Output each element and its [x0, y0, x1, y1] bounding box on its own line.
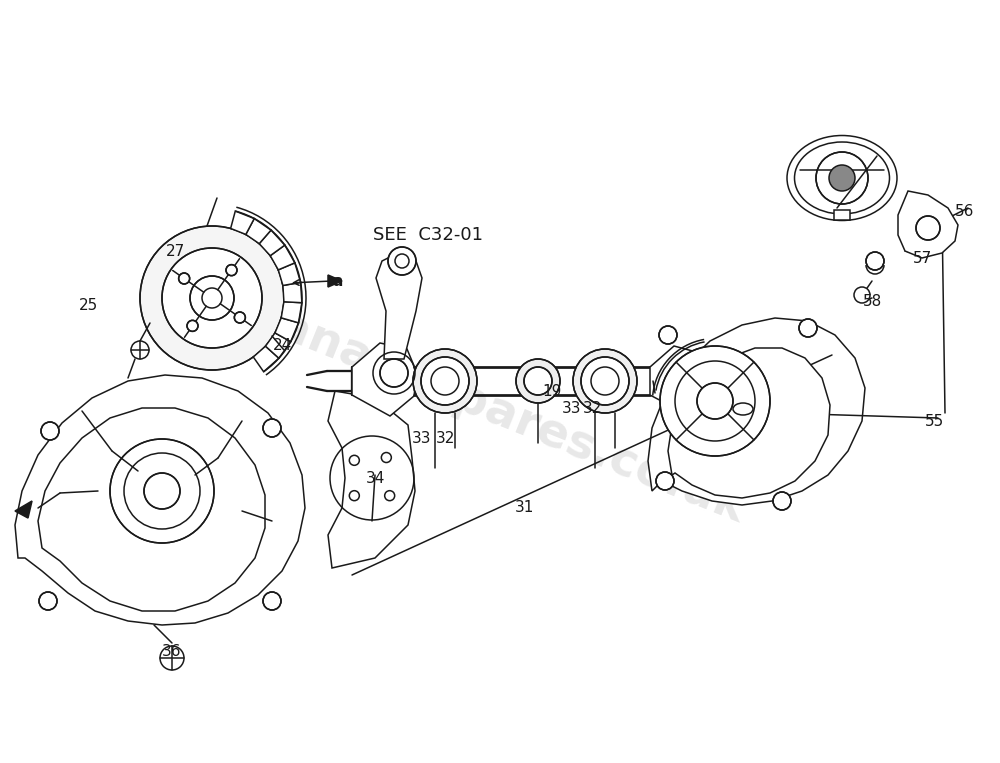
Text: 31: 31: [515, 501, 535, 516]
Circle shape: [140, 226, 284, 370]
Circle shape: [234, 312, 245, 323]
Circle shape: [187, 320, 198, 331]
Circle shape: [573, 349, 637, 413]
Circle shape: [263, 592, 281, 610]
Circle shape: [866, 252, 884, 270]
Text: 55: 55: [925, 414, 945, 429]
Text: 19: 19: [542, 384, 562, 398]
Text: 33: 33: [562, 401, 582, 416]
Polygon shape: [253, 346, 279, 372]
Text: 27: 27: [165, 243, 185, 259]
Circle shape: [524, 367, 552, 395]
Circle shape: [816, 152, 868, 204]
Circle shape: [773, 492, 791, 510]
Ellipse shape: [733, 403, 753, 415]
Polygon shape: [231, 211, 254, 234]
Circle shape: [263, 419, 281, 437]
Polygon shape: [352, 343, 417, 416]
Circle shape: [41, 422, 59, 440]
Polygon shape: [259, 230, 285, 256]
Circle shape: [829, 165, 855, 191]
Polygon shape: [328, 275, 342, 287]
Circle shape: [381, 452, 391, 462]
Text: SEE  C32-01: SEE C32-01: [373, 226, 483, 244]
Circle shape: [799, 319, 817, 337]
Polygon shape: [266, 333, 291, 358]
Text: 25: 25: [78, 298, 98, 313]
Circle shape: [388, 247, 416, 275]
Polygon shape: [834, 210, 850, 220]
Circle shape: [179, 273, 190, 284]
Circle shape: [349, 456, 359, 465]
Circle shape: [190, 276, 234, 320]
Circle shape: [380, 359, 408, 387]
Circle shape: [144, 473, 180, 509]
Text: 32: 32: [435, 430, 455, 446]
Text: 33: 33: [412, 430, 432, 446]
Text: 32: 32: [582, 401, 602, 416]
Text: 24: 24: [272, 337, 292, 353]
Text: Tanakaspares.co.uk: Tanakaspares.co.uk: [248, 294, 752, 533]
Circle shape: [916, 216, 940, 240]
Text: a: a: [333, 273, 343, 288]
Polygon shape: [281, 302, 302, 323]
Circle shape: [659, 326, 677, 344]
Polygon shape: [648, 318, 865, 505]
Polygon shape: [283, 282, 302, 303]
Polygon shape: [246, 218, 271, 243]
Circle shape: [413, 349, 477, 413]
Polygon shape: [38, 408, 265, 611]
Polygon shape: [15, 501, 32, 518]
Polygon shape: [275, 318, 299, 342]
Polygon shape: [270, 245, 295, 270]
Text: 58: 58: [862, 294, 882, 308]
Circle shape: [421, 357, 469, 405]
Circle shape: [39, 592, 57, 610]
Polygon shape: [376, 255, 422, 359]
Text: 57: 57: [912, 250, 932, 266]
Circle shape: [162, 248, 262, 348]
Circle shape: [110, 439, 214, 543]
Circle shape: [385, 491, 395, 501]
Circle shape: [226, 265, 237, 275]
Polygon shape: [278, 262, 301, 285]
Circle shape: [660, 346, 770, 456]
Circle shape: [656, 472, 674, 490]
Circle shape: [160, 646, 184, 670]
Polygon shape: [650, 346, 710, 413]
Circle shape: [581, 357, 629, 405]
Text: 56: 56: [955, 204, 975, 218]
Circle shape: [516, 359, 560, 403]
Text: 36: 36: [162, 643, 182, 658]
Text: 34: 34: [365, 471, 385, 485]
Circle shape: [349, 491, 359, 501]
Ellipse shape: [787, 136, 897, 221]
Polygon shape: [15, 375, 305, 625]
Circle shape: [131, 341, 149, 359]
Circle shape: [697, 383, 733, 419]
Polygon shape: [898, 191, 958, 258]
Circle shape: [854, 287, 870, 303]
Polygon shape: [668, 348, 830, 498]
